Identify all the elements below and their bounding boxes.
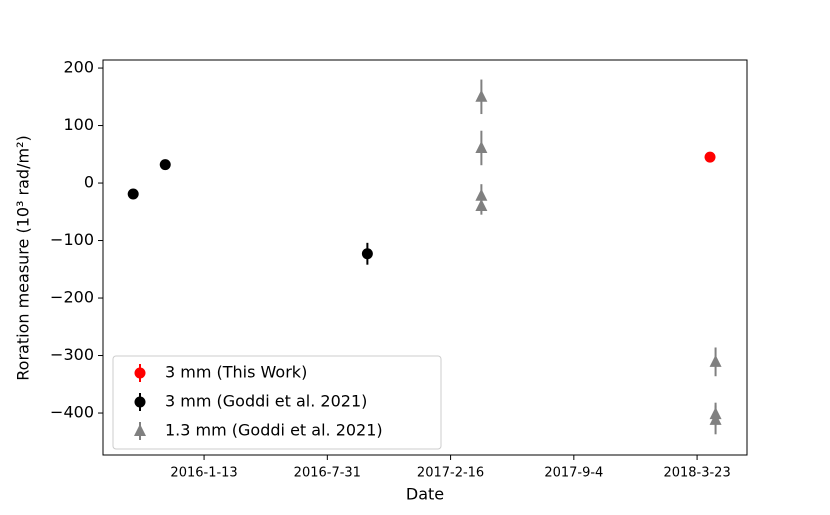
x-tick-label: 2018-3-23 xyxy=(663,466,730,481)
data-point xyxy=(709,412,722,425)
y-tick-label: 100 xyxy=(63,115,94,134)
y-tick-label: −400 xyxy=(50,403,94,422)
x-tick-label: 2016-7-31 xyxy=(294,466,361,481)
y-tick-label: −200 xyxy=(50,288,94,307)
data-point xyxy=(159,159,171,171)
y-tick-label: −300 xyxy=(50,345,94,364)
x-axis-label: Date xyxy=(406,485,444,504)
data-point xyxy=(475,188,488,201)
x-tick-label: 2016-1-13 xyxy=(170,466,237,481)
plot-frame xyxy=(102,59,748,456)
x-tick-label: 2017-9-4 xyxy=(544,466,603,481)
data-point xyxy=(704,151,716,163)
legend-marker xyxy=(134,367,146,379)
y-tick-label: 0 xyxy=(84,173,94,192)
legend-label: 3 mm (This Work) xyxy=(165,363,307,382)
legend-label: 3 mm (Goddi et al. 2021) xyxy=(165,392,367,411)
data-point xyxy=(475,89,488,102)
y-axis-label: Roration measure (10³ rad/m²) xyxy=(14,135,33,380)
data-point xyxy=(475,199,488,212)
y-tick-label: −100 xyxy=(50,230,94,249)
legend-marker xyxy=(134,396,146,408)
legend-label: 1.3 mm (Goddi et al. 2021) xyxy=(165,421,383,440)
data-point xyxy=(709,354,722,367)
x-tick-label: 2017-2-16 xyxy=(417,466,484,481)
data-point xyxy=(361,248,373,260)
legend-marker xyxy=(134,424,146,436)
data-point xyxy=(475,140,488,153)
y-tick-label: 200 xyxy=(63,58,94,77)
data-point xyxy=(127,188,139,200)
legend-box xyxy=(112,355,442,450)
